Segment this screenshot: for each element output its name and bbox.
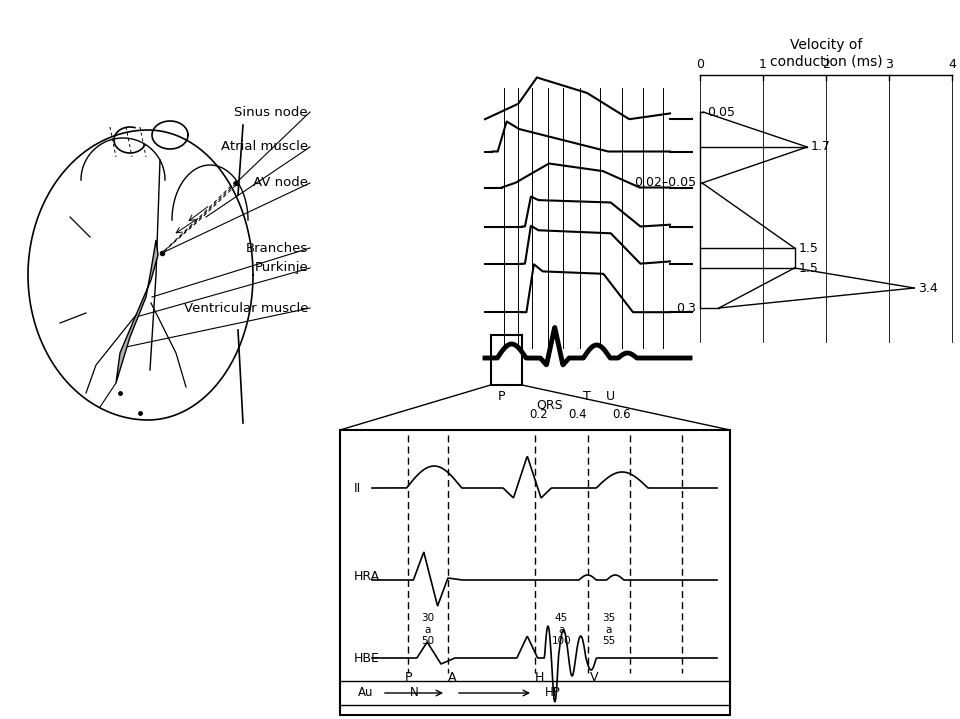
Text: 35
a
55: 35 a 55	[602, 613, 615, 646]
Text: Atrial muscle: Atrial muscle	[221, 140, 308, 153]
Bar	[491, 335, 522, 385]
Text: 0: 0	[696, 58, 704, 71]
Text: Sinus node: Sinus node	[234, 106, 308, 119]
Text: 1.7: 1.7	[811, 140, 831, 153]
Text: 1: 1	[759, 58, 767, 71]
Text: U: U	[606, 390, 615, 403]
Text: P: P	[498, 390, 505, 403]
Text: 0.3: 0.3	[676, 301, 696, 314]
Text: 2: 2	[822, 58, 830, 71]
Text: Ventricular muscle: Ventricular muscle	[183, 301, 308, 314]
Text: 0.05: 0.05	[708, 106, 735, 119]
Text: 0.2: 0.2	[529, 408, 548, 421]
Text: Branches: Branches	[246, 242, 308, 255]
Text: 1.5: 1.5	[799, 242, 818, 255]
Text: P: P	[404, 671, 412, 684]
Text: V: V	[589, 671, 598, 684]
Text: T: T	[583, 390, 590, 403]
Text: HBE: HBE	[354, 651, 380, 664]
Text: 0.6: 0.6	[612, 408, 632, 421]
Text: HRA: HRA	[354, 569, 380, 582]
Text: Velocity of
conduction (ms): Velocity of conduction (ms)	[770, 38, 882, 68]
Text: Au: Au	[358, 687, 373, 700]
Text: 30
a
50: 30 a 50	[421, 613, 435, 646]
Text: 3: 3	[885, 58, 893, 71]
Text: N: N	[410, 687, 419, 700]
Text: II: II	[354, 482, 361, 495]
Text: 3.4: 3.4	[918, 282, 938, 295]
Text: 0.4: 0.4	[568, 408, 587, 421]
Text: Purkinje: Purkinje	[254, 262, 308, 275]
Text: 45
a
100: 45 a 100	[552, 613, 571, 646]
Text: 0.02–0.05: 0.02–0.05	[634, 176, 696, 190]
Text: QRS: QRS	[537, 398, 564, 411]
Polygon shape	[116, 240, 158, 383]
Text: H: H	[535, 671, 543, 684]
Text: HP: HP	[545, 687, 561, 700]
Text: AV node: AV node	[253, 176, 308, 190]
Text: A: A	[447, 671, 456, 684]
Text: 4: 4	[948, 58, 956, 71]
Text: 1.5: 1.5	[799, 262, 818, 275]
Bar	[340, 430, 730, 715]
